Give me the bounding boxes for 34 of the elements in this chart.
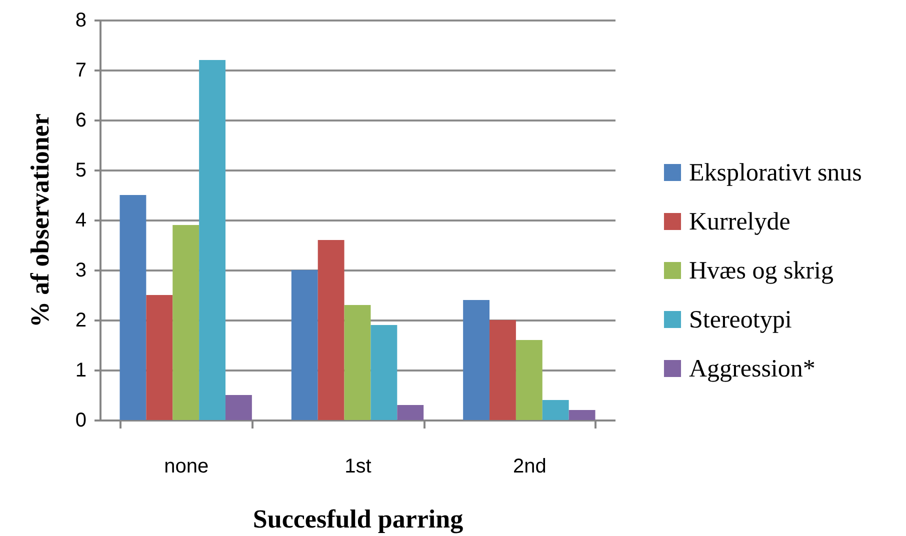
x-axis-title: Succesfuld parring (252, 504, 464, 534)
y-tick-label: 1 (75, 360, 86, 382)
bar (370, 325, 398, 420)
y-tick-label: 3 (75, 260, 86, 282)
bar (146, 295, 173, 420)
bar (568, 410, 596, 420)
bar (542, 400, 569, 420)
y-tick-label: 6 (75, 110, 86, 132)
bar (291, 270, 318, 420)
bar (397, 405, 424, 420)
legend-label: Stereotypi (689, 306, 792, 334)
bar (199, 60, 226, 420)
bar (225, 395, 252, 420)
bar (516, 340, 542, 420)
y-tick-label: 0 (75, 410, 86, 432)
bar (344, 305, 371, 420)
legend-label: Eksplorativt snus (689, 160, 862, 186)
bar (120, 195, 146, 420)
legend-label: Aggression* (689, 356, 816, 382)
y-tick-label: 5 (75, 160, 86, 182)
y-tick-label: 4 (75, 210, 86, 232)
x-tick-label: 2nd (512, 456, 546, 478)
bar (172, 225, 200, 420)
x-tick-label: none (164, 456, 209, 478)
legend-label: Kurrelyde (689, 208, 790, 236)
y-tick-label: 8 (75, 10, 86, 32)
legend-label: Hvæs og skrig (689, 258, 834, 284)
x-tick-label: 1st (344, 456, 372, 478)
bar (490, 320, 516, 420)
y-tick-label: 2 (75, 310, 86, 332)
bar (463, 300, 490, 420)
bar (318, 240, 344, 420)
y-axis-title: % af observationer (25, 114, 54, 328)
y-tick-label: 7 (75, 60, 86, 82)
